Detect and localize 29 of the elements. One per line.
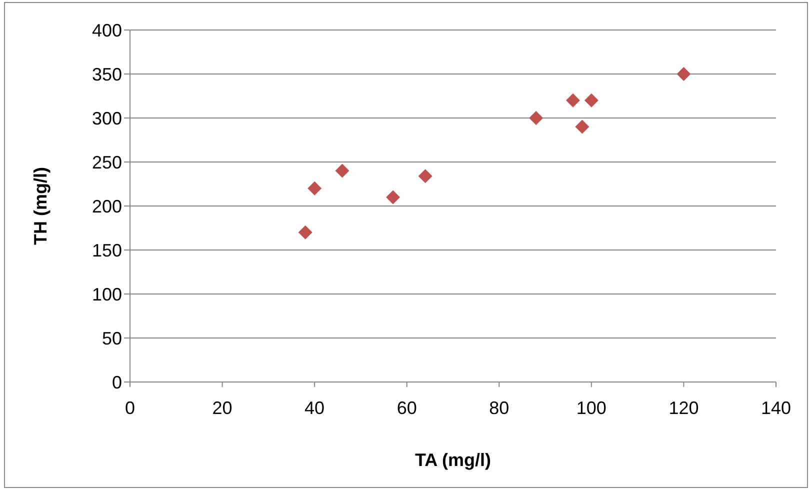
y-tick-label: 200: [92, 196, 122, 216]
point: [676, 67, 691, 81]
x-tick-label: 100: [576, 398, 606, 418]
x-tick-label: 60: [396, 398, 417, 418]
point: [575, 120, 590, 134]
y-tick-label: 350: [92, 64, 122, 84]
x-axis-title: TA (mg/l): [415, 450, 491, 470]
x-tick-label: 0: [124, 398, 136, 418]
x-tick-label: 40: [304, 398, 325, 418]
y-tick-label: 100: [92, 284, 122, 304]
point: [566, 93, 580, 108]
x-tick-label: 120: [668, 398, 699, 418]
x-tick-label: 80: [489, 398, 510, 418]
y-tick-label: 250: [92, 152, 122, 172]
point: [418, 169, 432, 184]
y-tick-label: 300: [92, 108, 122, 128]
y-tick-label: 400: [92, 20, 122, 40]
y-tick-label: 150: [92, 240, 122, 260]
x-tick-label: 140: [760, 398, 792, 418]
point: [386, 190, 400, 204]
point: [298, 225, 312, 240]
point: [529, 111, 544, 125]
y-tick-label: 50: [102, 328, 122, 348]
point: [335, 164, 350, 178]
point: [308, 181, 322, 196]
point: [584, 93, 598, 108]
x-tick-label: 20: [212, 398, 232, 418]
y-tick-label: 0: [112, 372, 122, 392]
y-axis-title: TH (mg/l): [30, 167, 50, 245]
